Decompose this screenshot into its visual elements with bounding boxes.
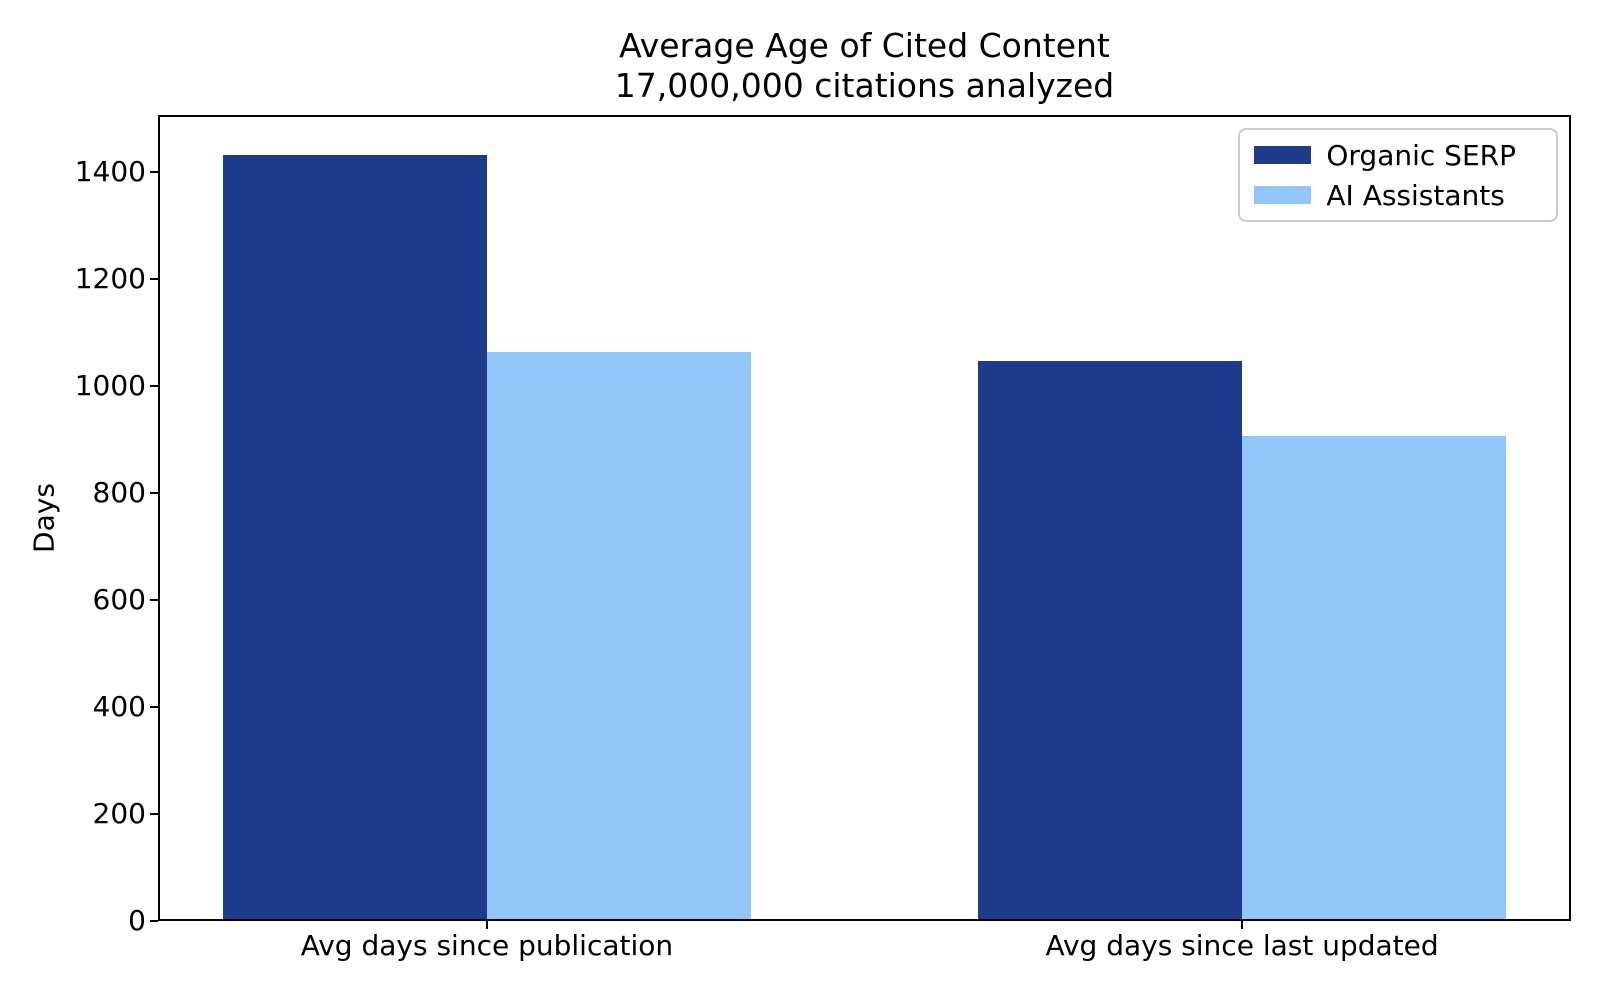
y-tick-mark: [150, 278, 158, 281]
chart-title-block: Average Age of Cited Content 17,000,000 …: [158, 26, 1571, 106]
legend-item: AI Assistants: [1254, 175, 1516, 215]
y-tick-label: 1200: [74, 262, 146, 296]
legend-label: Organic SERP: [1326, 138, 1516, 172]
y-tick-mark: [150, 492, 158, 495]
y-tick-mark: [150, 171, 158, 174]
y-tick-mark: [150, 706, 158, 709]
y-tick-label: 0: [128, 904, 146, 937]
y-tick-label: 800: [92, 476, 146, 510]
legend-swatch: [1254, 186, 1312, 204]
x-tick-mark: [485, 921, 488, 929]
chart-title: Average Age of Cited Content: [619, 26, 1110, 65]
chart-subtitle: 17,000,000 citations analyzed: [614, 66, 1115, 105]
bar-organic-serp: [222, 155, 487, 921]
y-tick-mark: [150, 385, 158, 388]
y-tick-label: 200: [92, 797, 146, 831]
x-tick-label: Avg days since last updated: [1045, 929, 1439, 962]
bar-organic-serp: [977, 361, 1243, 921]
y-tick-label: 1000: [74, 369, 146, 403]
y-tick-label: 600: [92, 583, 146, 617]
legend-item: Organic SERP: [1254, 135, 1516, 175]
bar-ai-assistants: [1242, 435, 1507, 921]
y-tick-label: 400: [92, 690, 146, 724]
y-tick-mark: [150, 920, 158, 922]
legend-swatch: [1254, 146, 1312, 164]
x-tick-label: Avg days since publication: [300, 929, 674, 962]
bar-ai-assistants: [486, 351, 752, 921]
legend: Organic SERP AI Assistants: [1238, 128, 1558, 222]
y-tick-label: 1400: [74, 155, 146, 189]
x-tick-mark: [1241, 921, 1244, 929]
legend-label: AI Assistants: [1326, 178, 1505, 212]
y-tick-mark: [150, 813, 158, 816]
y-tick-mark: [150, 599, 158, 602]
plot-area: Organic SERP AI Assistants: [158, 115, 1571, 921]
